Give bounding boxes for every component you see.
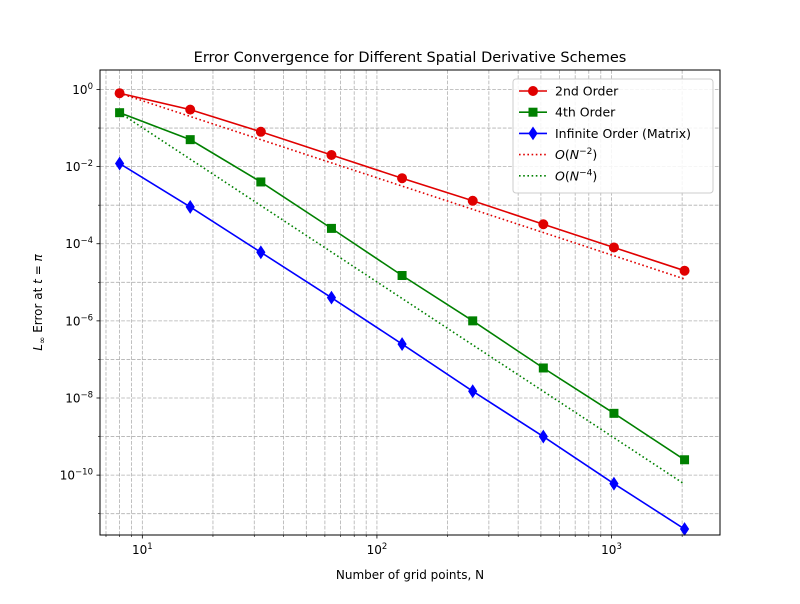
legend-label: Infinite Order (Matrix) [555,126,691,141]
x-tick-label: 101 [132,542,153,557]
data-point [397,337,407,351]
legend-label-close: ) [592,147,597,162]
data-point [256,245,266,260]
series-layer [114,88,690,536]
legend-label-n: N [570,147,580,162]
y-label-const: π [31,253,45,261]
data-point [255,126,266,137]
y-label-prefix: L [31,344,45,351]
y-tick-label: 10−6 [65,313,93,328]
legend-label-o: O [555,168,565,183]
y-tick-exponent: −8 [80,390,93,400]
x-tick-exponent: 1 [147,542,152,552]
y-label-subscript: ∞ [38,337,48,345]
series-0 [114,88,690,276]
series-2 [114,156,690,536]
data-point [397,271,407,281]
y-tick-label: 10−8 [65,390,93,405]
series-line [119,112,685,485]
data-point [538,429,548,444]
data-point [115,108,125,118]
legend-label: O(N−4) [555,168,597,183]
x-tick-base: 10 [367,543,382,557]
data-point [114,88,125,99]
y-tick-base: 10 [72,83,87,97]
y-tick-base: 10 [65,391,80,405]
y-tick-exponent: −4 [80,236,93,246]
legend-marker [528,86,538,96]
x-tick-label: 102 [367,542,388,557]
legend-item: 2nd Order [519,84,619,99]
y-tick-base: 10 [65,160,80,174]
data-point [468,384,478,399]
legend-label: O(N−2) [555,147,597,162]
plot-frame [99,69,721,536]
data-point [609,408,619,418]
x-tick-exponent: 3 [616,542,621,552]
y-label-eq: = [31,261,45,279]
data-point [185,200,195,214]
y-tick-label: 10−4 [65,236,93,251]
y-tick-label: 10−2 [65,159,93,174]
data-point [326,149,337,160]
series-4 [119,112,685,485]
legend-label-open: ( [565,147,570,162]
y-axis-label: L∞ Error at t = π [31,253,48,350]
legend-item: Infinite Order (Matrix) [519,126,691,141]
data-point [679,265,690,276]
legend-label-close: ) [592,168,597,183]
data-point [538,363,548,373]
y-tick-base: 10 [60,469,75,483]
data-point [680,455,690,465]
data-point [114,156,125,171]
legend-label-exp: −2 [579,147,592,157]
x-tick-label: 103 [601,542,622,557]
legend-item: O(N−2) [519,147,597,162]
x-tick-exponent: 2 [382,542,387,552]
legend-marker [528,126,538,141]
y-tick-exponent: −6 [80,313,93,323]
y-label-middle: Error at [31,284,45,337]
data-point [468,316,478,326]
legend-label-n: N [570,168,580,183]
series-1 [115,108,690,465]
y-tick-exponent: 0 [88,82,93,92]
x-tick-base: 10 [132,543,147,557]
data-point [256,177,266,187]
legend-label: 4th Order [555,105,616,120]
legend-marker [528,107,538,117]
y-tick-exponent: −10 [75,468,93,478]
x-tick-base: 10 [601,543,616,557]
data-point [326,223,336,233]
legend-box [512,78,714,194]
data-point [397,173,408,184]
y-axis-label-text: L∞ Error at t = π [31,253,48,350]
legend-label-exp: −4 [579,168,593,178]
legend-label: 2nd Order [555,84,619,99]
chart-title: Error Convergence for Different Spatial … [194,50,627,66]
legend-item: 4th Order [519,105,616,120]
y-tick-base: 10 [65,237,80,251]
data-point [608,242,619,253]
y-label-var: t [31,278,45,284]
legend: 2nd Order 4th Order Infinite Order (Matrix… [512,78,714,194]
legend-label-open: ( [565,168,570,183]
data-point [538,219,549,230]
y-tick-base: 10 [65,314,80,328]
data-point [467,195,478,206]
y-tick-label: 10−10 [60,468,93,483]
y-tick-label: 100 [72,82,93,97]
x-axis-label: Number of grid points, N [336,568,484,582]
legend-label-o: O [555,147,565,162]
data-point [609,476,619,491]
y-tick-exponent: −2 [80,159,93,169]
data-point [185,104,196,115]
data-point [326,290,337,305]
legend-item: O(N−4) [519,168,597,183]
data-point [185,135,195,145]
